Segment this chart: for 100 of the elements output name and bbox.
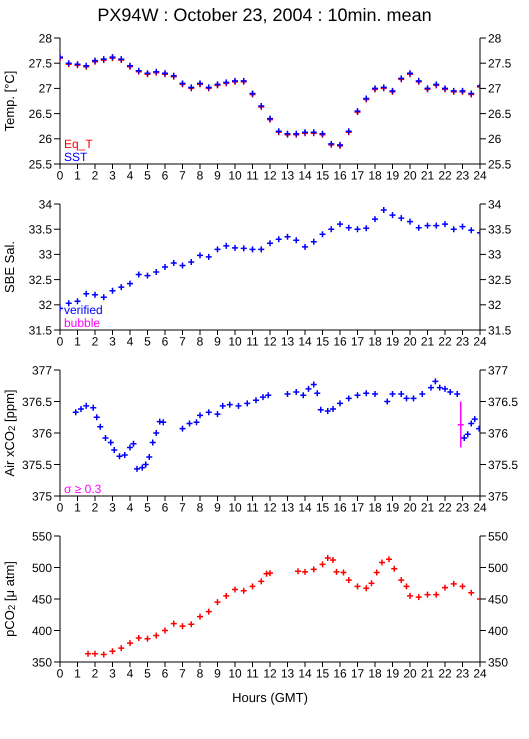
x-tick-label: 21 bbox=[420, 500, 434, 515]
x-tick-label: 13 bbox=[280, 666, 294, 681]
y2-tick-label: 377 bbox=[488, 363, 508, 378]
x-tick-label: 11 bbox=[246, 168, 260, 183]
x-tick-label: 14 bbox=[298, 334, 312, 349]
x-tick-label: 2 bbox=[92, 168, 99, 183]
x-tick-label: 9 bbox=[214, 500, 222, 515]
x-tick-label: 21 bbox=[420, 666, 434, 681]
x-tick-label: 12 bbox=[263, 666, 277, 681]
x-tick-label: 8 bbox=[196, 500, 204, 515]
x-tick-label: 7 bbox=[179, 500, 186, 515]
x-tick-label: 17 bbox=[350, 666, 364, 681]
x-tick-label: 20 bbox=[403, 500, 417, 515]
x-tick-label: 19 bbox=[386, 168, 400, 183]
y-tick-label: 33 bbox=[38, 248, 52, 262]
x-tick-label: 21 bbox=[420, 334, 434, 349]
y2-tick-label: 376.5 bbox=[488, 394, 518, 409]
x-tick-label: 20 bbox=[403, 334, 417, 349]
chart-title: PX94W : October 23, 2004 : 10min. mean bbox=[96, 4, 433, 27]
y-tick-label: 350 bbox=[32, 655, 52, 670]
x-tick-label: 3 bbox=[109, 500, 116, 515]
x-tick-label: 4 bbox=[126, 500, 134, 515]
x-tick-label: 9 bbox=[214, 334, 222, 349]
x-tick-label: 16 bbox=[333, 168, 347, 183]
x-tick-label: 8 bbox=[196, 334, 204, 349]
legend-label: bubble bbox=[64, 316, 102, 330]
x-tick-label: 11 bbox=[246, 500, 260, 515]
text: SST bbox=[64, 150, 88, 164]
y2-tick-label: 33 bbox=[488, 248, 502, 262]
y2-tick-label: 32 bbox=[488, 298, 502, 312]
y-tick-label: 376.5 bbox=[22, 394, 52, 409]
text: σ ≥ 0.3 bbox=[64, 482, 102, 496]
y-tick-label: 450 bbox=[32, 592, 52, 606]
series-label: verified bbox=[64, 303, 103, 317]
x-tick-label: 3 bbox=[109, 334, 116, 349]
y2-tick-label: 34 bbox=[488, 197, 502, 212]
y-tick-label: 34 bbox=[38, 197, 52, 212]
y-tick-label: 400 bbox=[32, 624, 52, 638]
x-tick-label: 11 bbox=[246, 334, 260, 349]
x-tick-label: 15 bbox=[316, 500, 330, 515]
text: Eq_T bbox=[64, 137, 93, 151]
x-tick-label: 16 bbox=[333, 334, 347, 349]
x-tick-label: 18 bbox=[368, 500, 382, 515]
y2-tick-label: 375.5 bbox=[488, 458, 518, 472]
y-tick-label: 28 bbox=[38, 31, 52, 46]
y2-tick-label: 375 bbox=[488, 489, 508, 504]
x-tick-label: 3 bbox=[109, 666, 116, 681]
x-tick-label: 16 bbox=[333, 666, 347, 681]
x-tick-label: 13 bbox=[280, 168, 294, 183]
x-tick-label: 21 bbox=[420, 168, 434, 183]
y2-tick-label: 31.5 bbox=[488, 323, 512, 338]
x-tick-label: 0 bbox=[56, 168, 64, 183]
x-axis-title: Hours (GMT) bbox=[232, 690, 308, 705]
y-tick-label: 32 bbox=[38, 298, 52, 312]
x-tick-label: 18 bbox=[368, 168, 382, 183]
x-tick-label: 19 bbox=[386, 334, 400, 349]
x-tick-label: 22 bbox=[438, 666, 452, 681]
x-tick-label: 14 bbox=[298, 500, 312, 515]
y2-tick-label: 550 bbox=[488, 529, 508, 544]
y-tick-label: 375.5 bbox=[22, 458, 52, 472]
y2-tick-label: 28 bbox=[488, 31, 502, 46]
x-tick-label: 0 bbox=[56, 666, 64, 681]
x-tick-label: 20 bbox=[403, 168, 417, 183]
y2-tick-label: 500 bbox=[488, 560, 508, 575]
x-tick-label: 7 bbox=[179, 334, 186, 349]
y-tick-label: 376 bbox=[32, 426, 52, 440]
x-tick-label: 15 bbox=[316, 666, 330, 681]
x-tick-label: 2 bbox=[92, 334, 99, 349]
x-tick-label: 6 bbox=[162, 334, 169, 349]
x-tick-label: 17 bbox=[350, 334, 364, 349]
y-tick-label: 27 bbox=[38, 82, 52, 96]
y2-tick-label: 25.5 bbox=[488, 157, 512, 172]
x-tick-label: 23 bbox=[456, 168, 470, 183]
y-tick-label: 550 bbox=[32, 529, 52, 544]
x-tick-label: 20 bbox=[403, 666, 417, 681]
x-tick-label: 6 bbox=[162, 666, 169, 681]
x-tick-label: 12 bbox=[263, 334, 277, 349]
y2-tick-label: 376 bbox=[488, 426, 508, 440]
y-tick-label: 26 bbox=[38, 132, 52, 146]
x-tick-label: 1 bbox=[74, 666, 82, 681]
y-tick-label: 377 bbox=[32, 363, 52, 378]
x-tick-label: 1 bbox=[74, 334, 82, 349]
y-tick-label: 27.5 bbox=[28, 56, 52, 70]
x-tick-label: 1 bbox=[74, 500, 82, 515]
y2-tick-label: 27 bbox=[488, 82, 502, 96]
y-tick-label: 32.5 bbox=[28, 272, 52, 287]
x-tick-label: 12 bbox=[263, 168, 277, 183]
y2-tick-label: 400 bbox=[488, 624, 508, 638]
x-tick-label: 24 bbox=[473, 666, 487, 681]
x-tick-label: 6 bbox=[162, 500, 169, 515]
x-tick-label: 10 bbox=[228, 334, 242, 349]
x-tick-label: 24 bbox=[473, 334, 487, 349]
x-tick-label: 13 bbox=[280, 500, 294, 515]
x-tick-label: 3 bbox=[109, 168, 116, 183]
x-tick-label: 12 bbox=[263, 500, 277, 515]
x-tick-label: 2 bbox=[92, 500, 99, 515]
x-tick-label: 13 bbox=[280, 334, 294, 349]
y-tick-label: 375 bbox=[32, 489, 52, 504]
x-tick-label: 23 bbox=[456, 500, 470, 515]
x-tick-label: 14 bbox=[298, 666, 312, 681]
